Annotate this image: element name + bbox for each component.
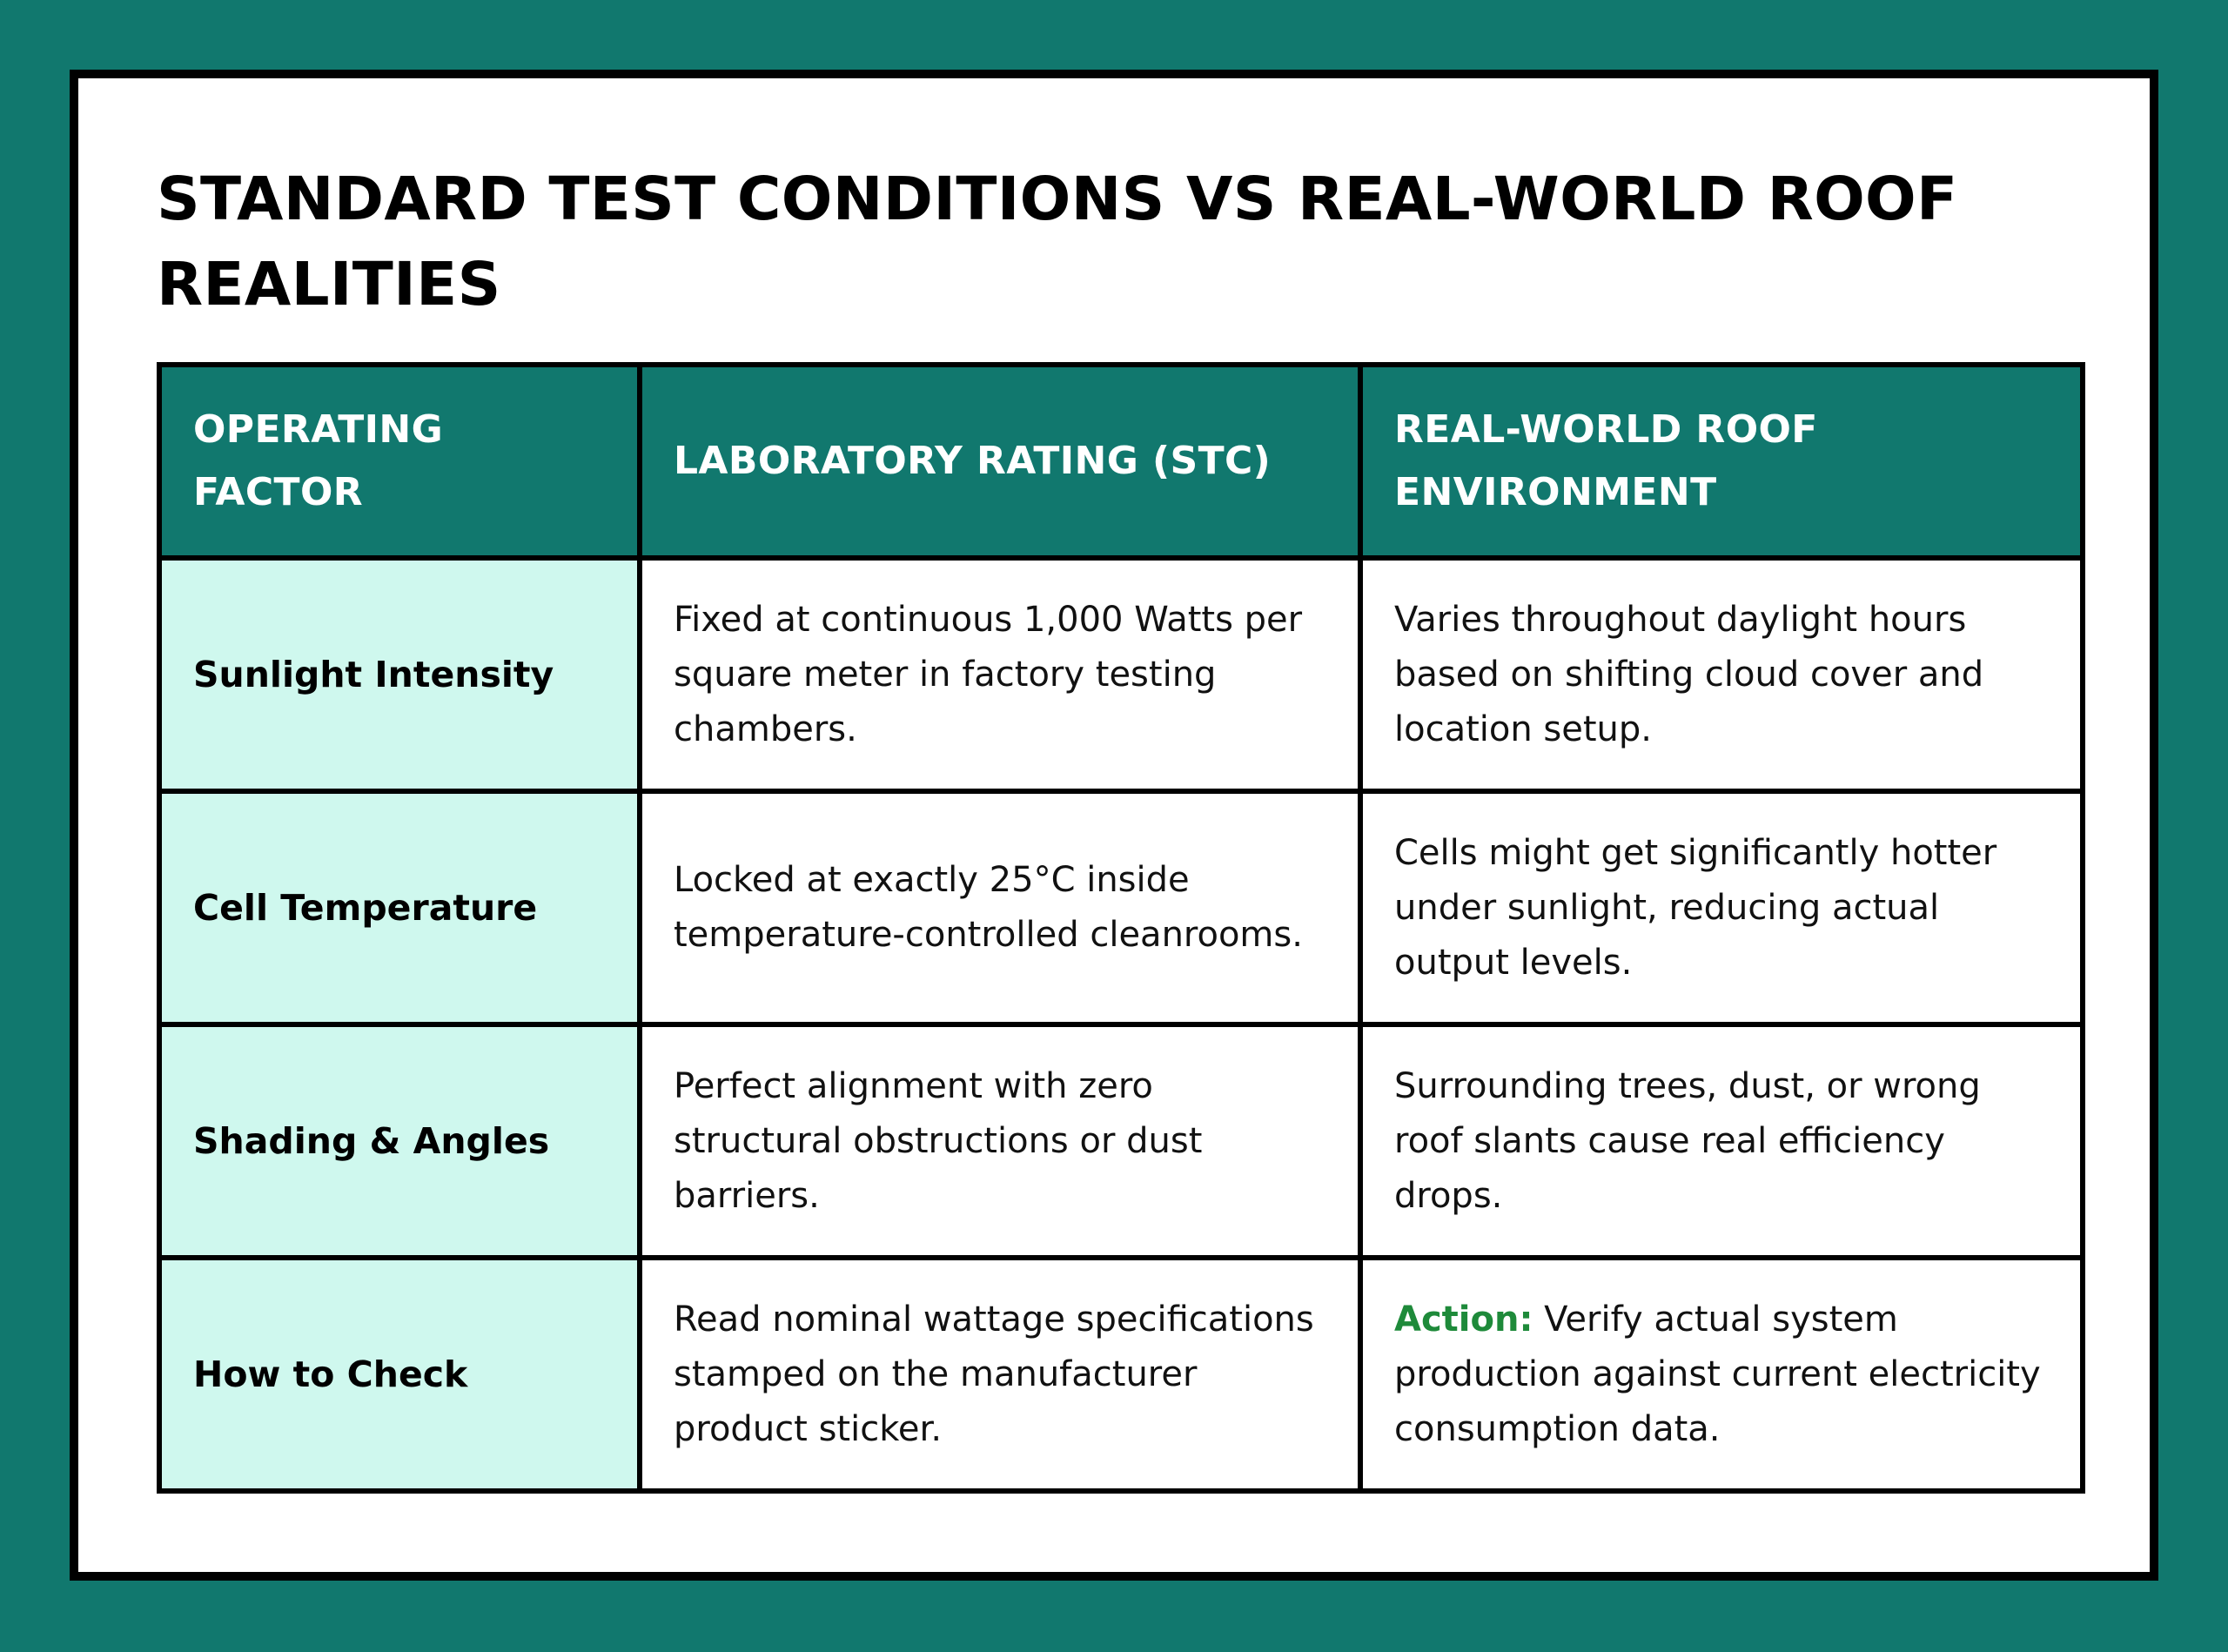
page-title: STANDARD TEST CONDITIONS VS REAL-WORLD R…	[157, 165, 1958, 319]
lab-cell: Perfect alignment with zero structural o…	[637, 1022, 1363, 1260]
real-cell: Varies throughout daylight hours based o…	[1358, 555, 2085, 794]
table-header-row: OPERATING FACTOR LABORATORY RATING (STC)…	[157, 362, 2085, 561]
lab-cell: Fixed at continuous 1,000 Watts per squa…	[637, 555, 1363, 794]
header-operating-factor: OPERATING FACTOR	[157, 362, 642, 561]
header-real-world-environment: REAL-WORLD ROOF ENVIRONMENT	[1358, 362, 2085, 561]
factor-cell: How to Check	[157, 1255, 642, 1494]
factor-cell: Cell Temperature	[157, 789, 642, 1027]
header-laboratory-rating: LABORATORY RATING (STC)	[637, 362, 1363, 561]
table-row: Shading & Angles Perfect alignment with …	[157, 1022, 2085, 1260]
action-label: Action:	[1394, 1299, 1533, 1340]
real-cell: Cells might get significantly hotter und…	[1358, 789, 2085, 1027]
action-text: Verify actual system production against …	[1394, 1299, 2041, 1449]
factor-cell: Sunlight Intensity	[157, 555, 642, 794]
real-cell: Action: Verify actual system production …	[1358, 1255, 2085, 1494]
real-cell: Surrounding trees, dust, or wrong roof s…	[1358, 1022, 2085, 1260]
table-row: Cell Temperature Locked at exactly 25°C …	[157, 789, 2085, 1027]
content-card: STANDARD TEST CONDITIONS VS REAL-WORLD R…	[70, 70, 2158, 1581]
table-row: Sunlight Intensity Fixed at continuous 1…	[157, 555, 2085, 794]
comparison-table: OPERATING FACTOR LABORATORY RATING (STC)…	[157, 362, 2085, 1494]
table-row: How to Check Read nominal wattage specif…	[157, 1255, 2085, 1494]
lab-cell: Locked at exactly 25°C inside temperatur…	[637, 789, 1363, 1027]
factor-cell: Shading & Angles	[157, 1022, 642, 1260]
lab-cell: Read nominal wattage specifications stam…	[637, 1255, 1363, 1494]
